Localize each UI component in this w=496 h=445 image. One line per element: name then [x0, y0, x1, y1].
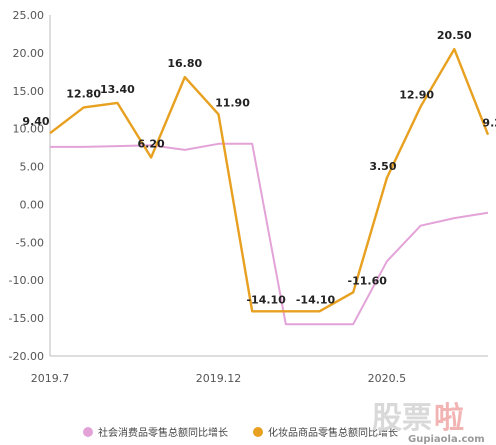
y-tick-label: 10.00 — [13, 123, 45, 136]
axes — [49, 15, 488, 357]
watermark-url: Gupiaola.com — [408, 434, 485, 445]
series-line-2 — [49, 47, 490, 313]
y-tick-label: 5.00 — [20, 161, 45, 174]
x-tick-label: 2019.7 — [31, 372, 70, 385]
watermark-text-b: 啦 — [434, 401, 464, 436]
data-label: -14.10 — [296, 293, 336, 306]
legend-label-1: 社会消费品零售总额同比增长 — [98, 426, 228, 439]
y-tick-label: -10.00 — [9, 274, 44, 287]
x-axis-ticks: 2019.7 2019.12 2020.5 — [31, 372, 406, 385]
series-lines — [49, 47, 490, 326]
watermark-text-a: 股票 — [372, 401, 432, 436]
data-label: 6.20 — [138, 137, 165, 150]
data-label: 3.50 — [369, 160, 396, 173]
y-axis-ticks: 25.00 20.00 15.00 10.00 5.00 0.00 -5.00 -10.00 -… — [9, 9, 44, 363]
watermark: 股票 啦 Gupiaola.com — [372, 401, 485, 445]
y-tick-label: 15.00 — [13, 85, 45, 98]
data-label: 12.90 — [399, 89, 434, 102]
data-label: 20.50 — [437, 29, 472, 42]
y-tick-label: 25.00 — [13, 9, 45, 22]
y-tick-label: -15.00 — [9, 312, 44, 325]
y-tick-label: -20.00 — [9, 350, 44, 363]
legend: 社会消费品零售总额同比增长 化妆品商品零售总额同比增长 — [83, 426, 398, 439]
y-tick-label: 0.00 — [20, 198, 45, 211]
legend-label-2: 化妆品商品零售总额同比增长 — [268, 426, 398, 439]
data-label: 16.80 — [167, 57, 202, 70]
data-label: -11.60 — [348, 274, 388, 287]
data-label: 13.40 — [100, 83, 135, 96]
legend-marker-2 — [253, 427, 263, 437]
data-label: 12.80 — [66, 87, 101, 100]
y-tick-label: 20.00 — [13, 47, 45, 60]
data-label: 9.40 — [22, 115, 49, 128]
y-tick-label: -5.00 — [16, 236, 44, 249]
data-label: -14.10 — [246, 293, 286, 306]
data-label: 9.20 — [482, 117, 496, 130]
x-tick-label: 2020.5 — [368, 372, 407, 385]
data-label: 11.90 — [215, 96, 250, 109]
x-tick-label: 2019.12 — [196, 372, 242, 385]
series-line-1 — [50, 142, 489, 326]
legend-marker-1 — [83, 427, 93, 437]
